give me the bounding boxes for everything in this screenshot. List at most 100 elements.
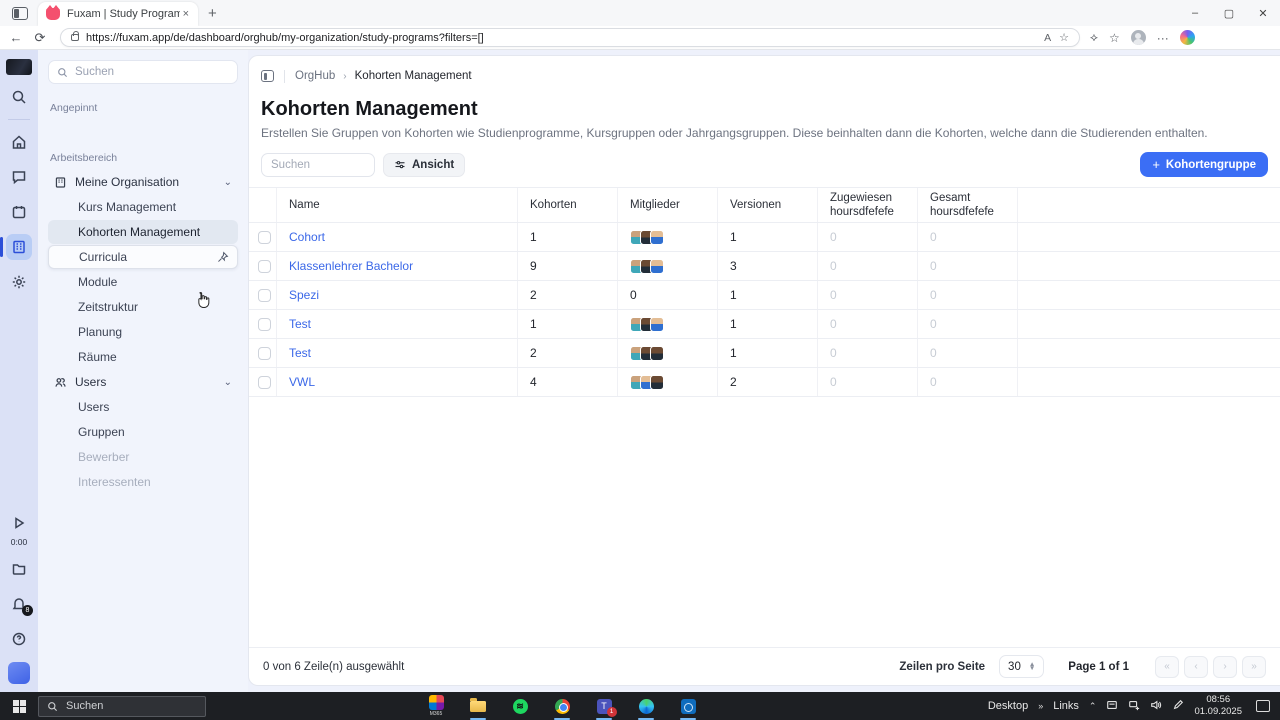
- row-checkbox[interactable]: [258, 230, 271, 244]
- outlook-icon[interactable]: [678, 695, 698, 720]
- row-checkbox[interactable]: [258, 346, 271, 360]
- sidebar-item-interessenten[interactable]: Interessenten: [48, 470, 238, 494]
- overflow-chevron-icon[interactable]: »: [1038, 701, 1044, 711]
- favorite-star-icon[interactable]: ☆: [1059, 32, 1069, 44]
- sidebar-item-raeume[interactable]: Räume: [48, 345, 238, 369]
- desktop-toolbar-label[interactable]: Desktop: [987, 700, 1029, 712]
- settings-gear-icon[interactable]: [6, 269, 32, 295]
- rail-search-icon[interactable]: [6, 84, 32, 110]
- tab-close-icon[interactable]: ×: [182, 8, 189, 20]
- chevron-down-icon[interactable]: ⌄: [223, 376, 232, 388]
- last-page-button[interactable]: »: [1242, 655, 1266, 678]
- cohort-link[interactable]: Klassenlehrer Bachelor: [289, 259, 414, 273]
- column-header-zugewiesen[interactable]: Zugewiesen hoursdfefefe: [818, 188, 918, 222]
- window-minimize-button[interactable]: –: [1191, 7, 1199, 19]
- sidebar-item-module[interactable]: Module: [48, 270, 238, 294]
- new-tab-button[interactable]: +: [208, 4, 217, 22]
- notification-center-icon[interactable]: [1256, 700, 1270, 712]
- organization-icon[interactable]: [0, 234, 32, 260]
- sidebar-toggle-icon[interactable]: [261, 70, 274, 82]
- taskbar-search-input[interactable]: Suchen: [38, 695, 206, 717]
- copilot-icon[interactable]: [1179, 30, 1195, 45]
- column-header-name[interactable]: Name: [277, 188, 518, 222]
- window-maximize-button[interactable]: ▢: [1223, 7, 1235, 20]
- table-row[interactable]: Test 1 1 0 0: [249, 310, 1280, 339]
- table-row[interactable]: Spezi 2 0 1 0 0: [249, 281, 1280, 310]
- spotify-icon[interactable]: ≋: [510, 695, 530, 717]
- start-button[interactable]: [0, 692, 38, 720]
- home-icon[interactable]: [6, 129, 32, 155]
- org-logo[interactable]: [6, 59, 32, 75]
- cohort-link[interactable]: Test: [289, 317, 312, 331]
- user-avatar[interactable]: [8, 662, 30, 684]
- notifications-bell-icon[interactable]: 8: [6, 591, 33, 617]
- back-icon[interactable]: ←: [9, 30, 23, 45]
- chat-icon[interactable]: [6, 164, 32, 190]
- sidebar-item-kurs-management[interactable]: Kurs Management: [48, 195, 238, 219]
- table-row[interactable]: Cohort 1 1 0 0: [249, 223, 1280, 252]
- sidebar-item-users[interactable]: Users: [48, 395, 238, 419]
- cohort-link[interactable]: Cohort: [289, 230, 326, 244]
- table-search-input[interactable]: Suchen: [261, 152, 375, 177]
- sidebar-item-gruppen[interactable]: Gruppen: [48, 420, 238, 444]
- cohort-link[interactable]: VWL: [289, 375, 316, 389]
- browser-tab[interactable]: Fuxam | Study Programs ×: [38, 2, 198, 26]
- table-row[interactable]: Klassenlehrer Bachelor 9 3 0 0: [249, 252, 1280, 281]
- tray-network-icon[interactable]: [1128, 699, 1140, 714]
- tray-window-icon[interactable]: [1106, 699, 1118, 714]
- edge-icon[interactable]: [636, 695, 656, 720]
- sidebar-item-zeitstruktur[interactable]: Zeitstruktur: [48, 295, 238, 319]
- links-toolbar-label[interactable]: Links: [1053, 700, 1079, 712]
- view-button[interactable]: Ansicht: [383, 152, 466, 177]
- browser-profile-avatar[interactable]: [1130, 30, 1146, 45]
- calendar-icon[interactable]: [6, 199, 32, 225]
- pin-icon[interactable]: [216, 251, 229, 264]
- column-header-kohorten[interactable]: Kohorten: [518, 188, 618, 222]
- rows-per-page-select[interactable]: 30 ▲ ▼: [999, 655, 1045, 678]
- prev-page-button[interactable]: ‹: [1184, 655, 1208, 678]
- sidebar-item-users-group[interactable]: Users ⌄: [48, 370, 238, 394]
- breadcrumb-orghub[interactable]: OrgHub: [295, 70, 336, 82]
- add-kohortengruppe-button[interactable]: + Kohortengruppe: [1140, 152, 1268, 177]
- cohort-link[interactable]: Spezi: [289, 288, 320, 302]
- column-header-versionen[interactable]: Versionen: [718, 188, 818, 222]
- folder-icon[interactable]: [6, 556, 32, 582]
- sidebar-item-kohorten-management[interactable]: Kohorten Management: [48, 220, 238, 244]
- zugewiesen-value: 0: [818, 339, 918, 367]
- favorites-bar-icon[interactable]: ☆: [1108, 30, 1120, 45]
- sidebar-item-curricula[interactable]: Curricula: [48, 245, 238, 269]
- sidebar-search-input[interactable]: Suchen: [48, 60, 238, 84]
- sidebar-item-meine-organisation[interactable]: Meine Organisation ⌄: [48, 170, 238, 194]
- tab-activity-icon[interactable]: [12, 6, 28, 20]
- chrome-icon[interactable]: [552, 695, 572, 720]
- column-header-gesamt[interactable]: Gesamt hoursdfefefe: [918, 188, 1018, 222]
- chevron-down-icon[interactable]: ⌄: [223, 176, 232, 188]
- first-page-button[interactable]: «: [1155, 655, 1179, 678]
- cohort-link[interactable]: Test: [289, 346, 312, 360]
- column-header-mitglieder[interactable]: Mitglieder: [618, 188, 718, 222]
- m365-icon[interactable]: M365: [426, 695, 446, 717]
- url-bar[interactable]: https://fuxam.app/de/dashboard/orghub/my…: [60, 28, 1080, 47]
- taskbar-clock[interactable]: 08:56 01.09.2025: [1194, 694, 1242, 718]
- window-close-button[interactable]: ✕: [1258, 7, 1268, 20]
- play-icon[interactable]: [6, 510, 32, 536]
- tray-expand-icon[interactable]: ⌃: [1088, 700, 1097, 711]
- table-row[interactable]: Test 2 1 0 0: [249, 339, 1280, 368]
- row-checkbox[interactable]: [258, 375, 271, 389]
- help-icon[interactable]: [6, 626, 32, 652]
- row-checkbox[interactable]: [258, 259, 271, 273]
- browser-essentials-icon[interactable]: ⟡: [1090, 30, 1098, 44]
- row-checkbox[interactable]: [258, 317, 271, 331]
- row-checkbox[interactable]: [258, 288, 271, 302]
- refresh-icon[interactable]: ⟳: [34, 29, 46, 45]
- browser-more-icon[interactable]: ···: [1156, 30, 1169, 45]
- table-row[interactable]: VWL 4 2 0 0: [249, 368, 1280, 397]
- next-page-button[interactable]: ›: [1213, 655, 1237, 678]
- file-explorer-icon[interactable]: [468, 695, 488, 720]
- tray-volume-icon[interactable]: [1150, 699, 1162, 714]
- sidebar-item-planung[interactable]: Planung: [48, 320, 238, 344]
- sidebar-item-bewerber[interactable]: Bewerber: [48, 445, 238, 469]
- tray-pen-icon[interactable]: [1172, 699, 1184, 714]
- read-aloud-icon[interactable]: A: [1044, 31, 1052, 44]
